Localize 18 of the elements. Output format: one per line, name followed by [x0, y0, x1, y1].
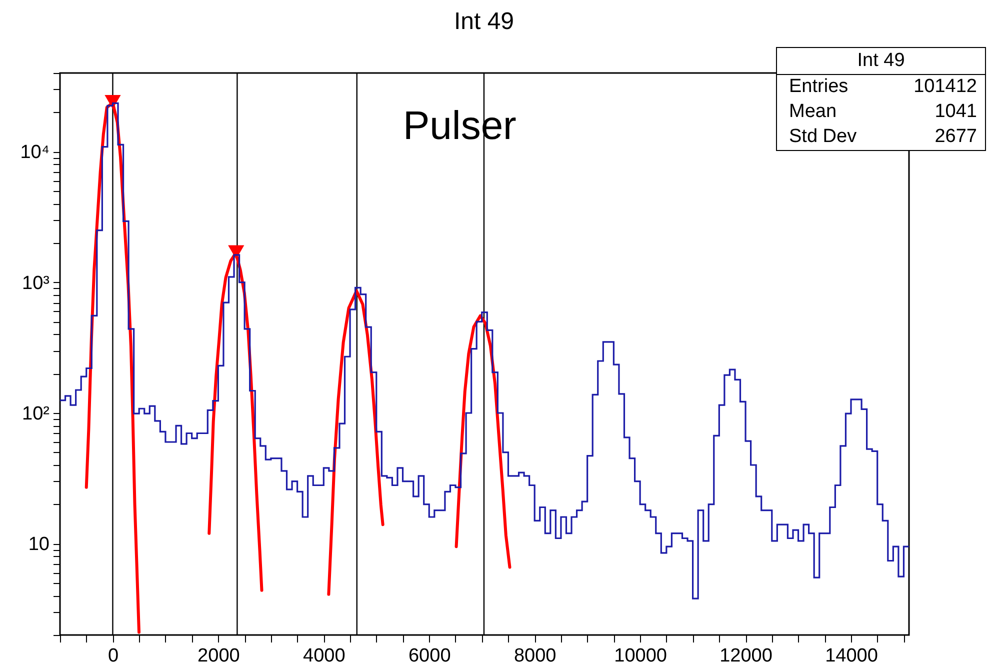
stats-box: Int 49 Entries 101412 Mean 1041 Std Dev 2677 — [776, 47, 986, 151]
y-tick-label: 10³ — [22, 272, 50, 294]
y-tick-label: 10² — [22, 404, 50, 424]
x-tick-label: 6000 — [408, 646, 451, 666]
y-tick-label: 10⁴ — [20, 142, 50, 164]
annotation: Std Dev — [789, 126, 857, 148]
x-tick-label: 12000 — [720, 646, 772, 666]
x-tick-label: 14000 — [825, 646, 878, 666]
annotation: Entries — [789, 76, 848, 98]
x-tick-label: 10000 — [614, 646, 667, 666]
x-tick-label: 0 — [108, 646, 119, 666]
y-tick-label: 10 — [28, 534, 50, 556]
line-series — [327, 289, 384, 596]
annotation: Mean — [789, 101, 837, 123]
chart-title: Int 49 — [452, 8, 516, 36]
x-tick-label: 4000 — [303, 646, 346, 666]
x-tick-label: 2000 — [198, 646, 240, 666]
x-tick-label: 8000 — [514, 646, 556, 666]
